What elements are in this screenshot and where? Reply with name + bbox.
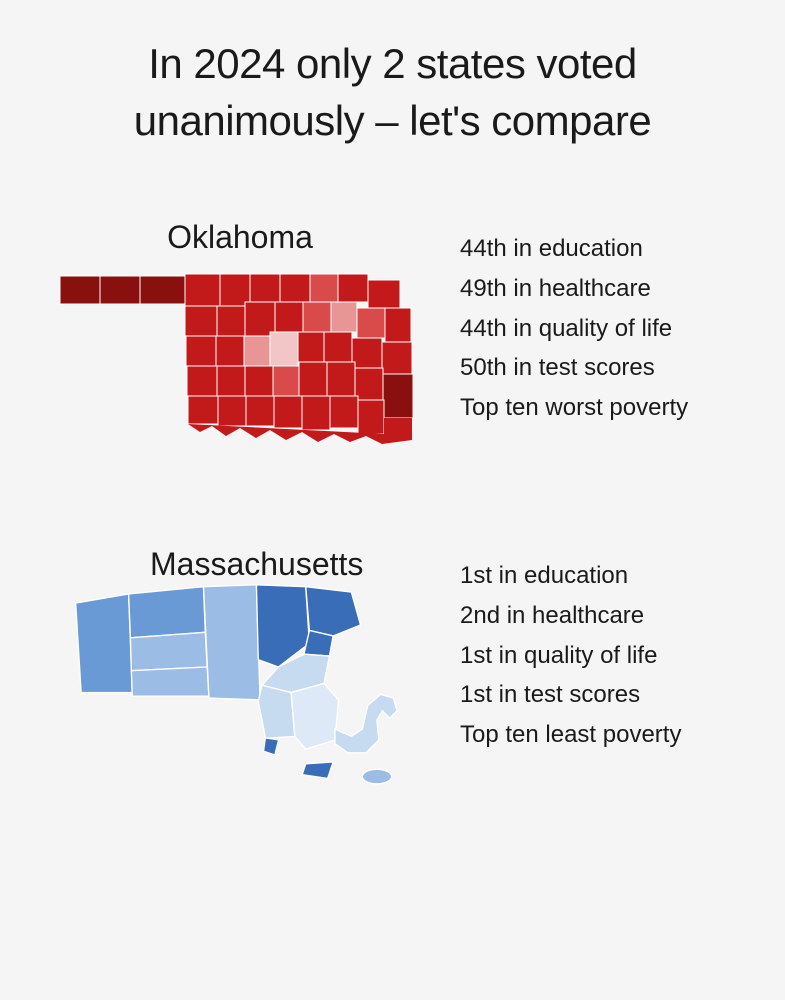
state-label-oklahoma: Oklahoma [167, 219, 313, 256]
stat-line: 1st in test scores [460, 675, 681, 715]
map-column-oklahoma: Oklahoma [60, 219, 420, 466]
stat-line: 44th in quality of life [460, 309, 688, 349]
stat-line: 1st in education [460, 556, 681, 596]
state-block-oklahoma: Oklahoma [60, 219, 725, 466]
massachusetts-map [60, 583, 420, 793]
stat-line: 49th in healthcare [460, 269, 688, 309]
title-line-2: unanimously – let's compare [134, 97, 651, 144]
stat-line: Top ten least poverty [460, 715, 681, 755]
title-line-1: In 2024 only 2 states voted [148, 40, 637, 87]
stats-column-massachusetts: 1st in education 2nd in healthcare 1st i… [460, 546, 681, 754]
oklahoma-map [60, 256, 420, 466]
page-title: In 2024 only 2 states voted unanimously … [60, 36, 725, 149]
stats-column-oklahoma: 44th in education 49th in healthcare 44t… [460, 219, 688, 427]
stat-line: 50th in test scores [460, 348, 688, 388]
state-label-massachusetts: Massachusetts [150, 546, 363, 583]
stat-line: 44th in education [460, 229, 688, 269]
state-block-massachusetts: Massachusetts [60, 546, 725, 793]
stat-line: 1st in quality of life [460, 636, 681, 676]
stat-line: 2nd in healthcare [460, 596, 681, 636]
stat-line: Top ten worst poverty [460, 388, 688, 428]
map-column-massachusetts: Massachusetts [60, 546, 420, 793]
